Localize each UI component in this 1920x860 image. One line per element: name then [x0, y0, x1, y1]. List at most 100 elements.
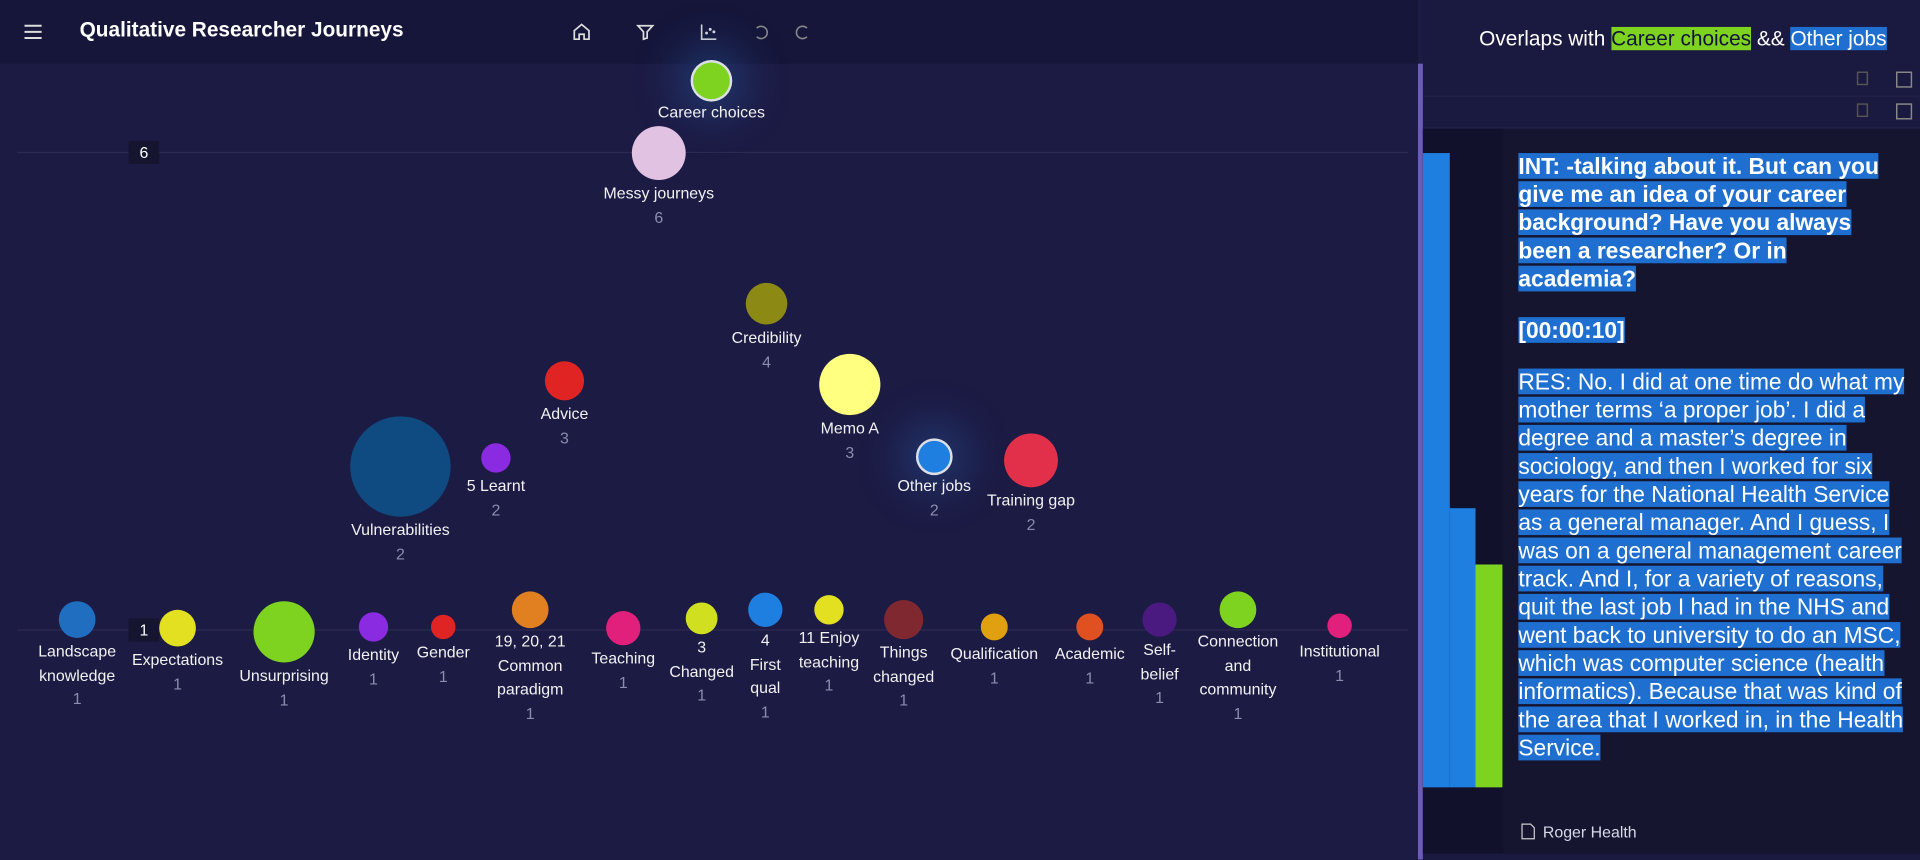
code-node[interactable]: [1327, 613, 1352, 638]
code-node[interactable]: [511, 591, 549, 629]
node-label: 11 Enjoy teaching: [798, 628, 860, 671]
code-node[interactable]: [918, 440, 951, 473]
node-count: 1: [173, 674, 182, 693]
checkbox[interactable]: [1896, 103, 1913, 120]
node-label-group: Academic 1: [1047, 642, 1133, 690]
node-count: 2: [929, 500, 939, 519]
code-chip: Other jobs: [1790, 26, 1887, 51]
scatter-button[interactable]: [698, 21, 720, 43]
stripe[interactable]: [1475, 564, 1503, 788]
code-node[interactable]: [980, 613, 1008, 641]
code-node[interactable]: [1076, 613, 1104, 641]
node-label-group: Institutional 1: [1291, 639, 1389, 687]
node-label-group: Gender 1: [407, 640, 480, 688]
paragraph-text: RES: No. I did at one time do what my mo…: [1518, 368, 1905, 761]
overlap-prefix: Overlaps with: [1479, 26, 1606, 51]
grid-line: [17, 151, 1409, 154]
code-node[interactable]: [1004, 433, 1058, 488]
node-label-group: Memo A 3: [801, 416, 899, 464]
node-label-group: 4 First qual 1: [744, 628, 786, 724]
home-button[interactable]: [571, 21, 593, 43]
code-node[interactable]: [685, 602, 718, 635]
document-icon: [1521, 823, 1535, 840]
code-node[interactable]: [431, 614, 456, 640]
code-node[interactable]: [358, 612, 389, 642]
node-label: 4 First qual: [749, 630, 781, 697]
node-label: Teaching: [591, 648, 656, 668]
code-node[interactable]: [748, 592, 783, 627]
node-label-group: Vulnerabilities 2: [333, 518, 468, 566]
node-label: Connection and community: [1197, 631, 1279, 698]
node-label-group: Things changed 1: [867, 640, 940, 712]
code-node[interactable]: [631, 126, 686, 181]
code-node[interactable]: [544, 361, 585, 401]
redo-button[interactable]: [791, 21, 813, 43]
node-count: 2: [1026, 514, 1036, 534]
node-label: Landscape knowledge: [38, 641, 117, 684]
node-count: 1: [1155, 688, 1165, 707]
node-label-group: Connection and community 1: [1193, 629, 1284, 725]
copy-icon[interactable]: [1854, 103, 1871, 120]
node-label-group: 11 Enjoy teaching 1: [797, 626, 861, 698]
menu-button[interactable]: [22, 21, 44, 43]
panel-divider[interactable]: [1417, 63, 1423, 860]
scale-label: 1: [128, 618, 160, 642]
node-label: Qualification: [950, 644, 1039, 663]
code-node[interactable]: [350, 416, 451, 517]
node-label-group: Credibility 4: [711, 326, 821, 374]
transcript: INT: -talking about it. But can you give…: [1518, 152, 1907, 785]
node-count: 1: [1335, 665, 1345, 684]
node-count: 1: [72, 689, 82, 708]
stripe[interactable]: [1422, 153, 1450, 788]
code-node[interactable]: [159, 609, 196, 647]
node-label: Expectations: [131, 650, 224, 669]
code-node[interactable]: [481, 443, 511, 473]
code-node[interactable]: [253, 601, 315, 663]
node-label: Career choices: [657, 102, 765, 122]
toolbar-row: [1422, 65, 1920, 97]
undo-button[interactable]: [751, 21, 773, 43]
stripe[interactable]: [1449, 508, 1476, 788]
code-node[interactable]: [693, 62, 730, 100]
source-name: Roger Health: [1542, 822, 1637, 842]
node-label-group: Expectations 1: [122, 648, 232, 696]
node-count: 3: [845, 442, 855, 462]
code-node[interactable]: [884, 600, 924, 640]
node-count: 2: [395, 544, 405, 563]
node-label-group: Qualification 1: [939, 642, 1049, 690]
overlap-joiner: &&: [1756, 26, 1785, 51]
paragraph-text: INT: -talking about it. But can you give…: [1518, 153, 1879, 292]
node-label-group: Training gap 2: [970, 489, 1092, 537]
node-label: 5 Learnt: [466, 476, 526, 495]
code-node[interactable]: [58, 601, 96, 638]
node-label-group: Messy journeys 6: [591, 181, 726, 229]
node-count: 1: [760, 702, 770, 721]
scale-label: 6: [128, 140, 160, 165]
code-node[interactable]: [1219, 591, 1257, 629]
timestamp: [00:00:10]: [1518, 317, 1625, 343]
node-count: 1: [824, 675, 834, 695]
toolbar-row: [1422, 97, 1920, 129]
code-node[interactable]: [606, 611, 641, 646]
code-node[interactable]: [819, 353, 881, 416]
filter-button[interactable]: [634, 21, 656, 43]
grid-line: [17, 629, 1409, 631]
node-label-group: 3 Changed 1: [669, 636, 735, 708]
node-label: Self-belief: [1140, 640, 1179, 683]
source[interactable]: Roger Health: [1521, 823, 1637, 841]
code-node[interactable]: [745, 282, 788, 325]
node-label: Things changed: [873, 642, 935, 686]
copy-icon[interactable]: [1854, 71, 1871, 88]
code-node[interactable]: [814, 595, 844, 625]
node-label: Unsurprising: [239, 666, 329, 685]
code-node[interactable]: [1142, 602, 1177, 637]
code-chip: Career choices: [1611, 26, 1752, 51]
coding-stripes: [1422, 128, 1504, 854]
node-label-group: Landscape knowledge 1: [33, 639, 121, 711]
checkbox[interactable]: [1896, 71, 1913, 88]
node-label-group: Identity 1: [337, 643, 410, 691]
node-label: Advice: [540, 404, 589, 423]
